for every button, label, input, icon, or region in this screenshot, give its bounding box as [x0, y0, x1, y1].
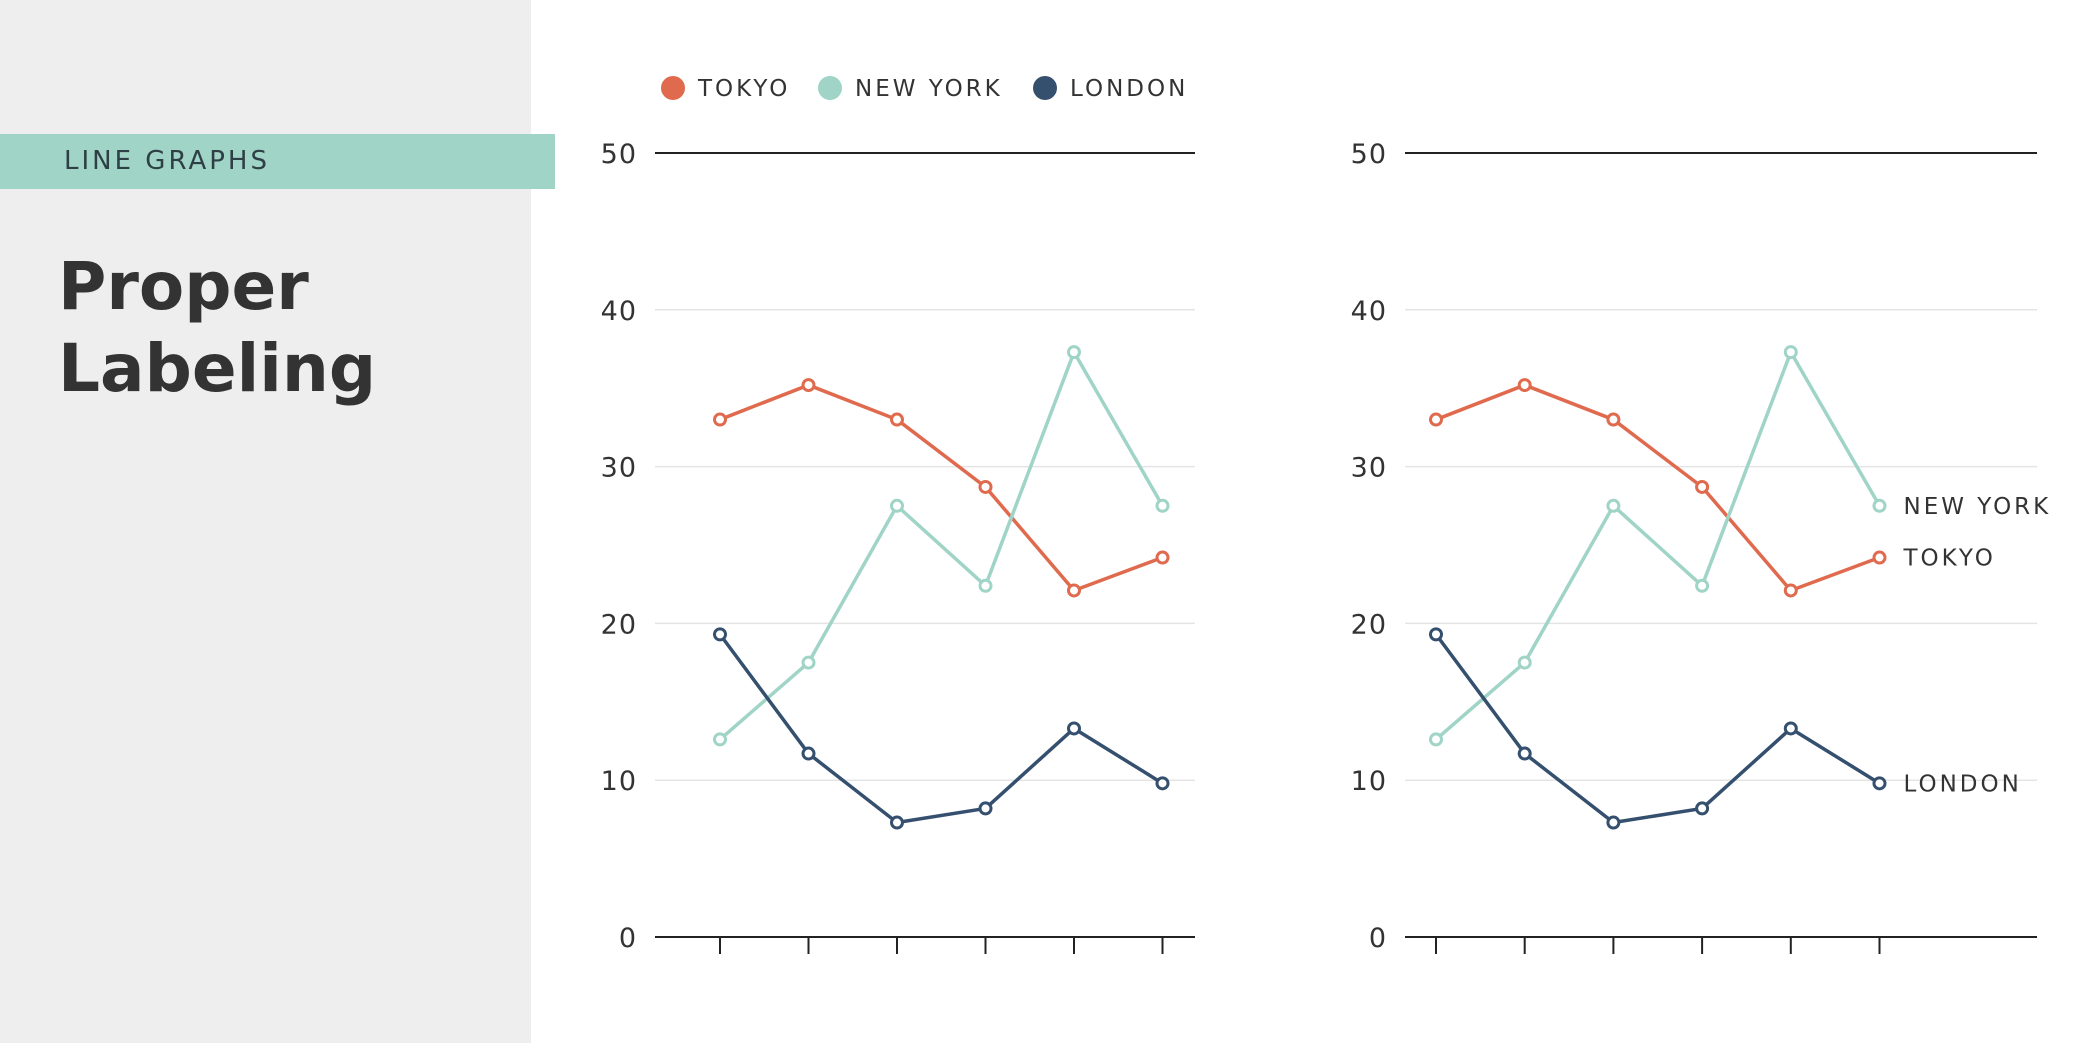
- y-tick-label: 50: [1351, 139, 1387, 170]
- point-london: [1517, 746, 1532, 761]
- point-london: [713, 627, 727, 642]
- point-london: [1606, 815, 1621, 830]
- legend-label-new-york: NEW YORK: [855, 76, 1003, 102]
- y-tick-label: 10: [601, 766, 637, 797]
- section-label: LINE GRAPHS: [64, 146, 270, 176]
- point-london: [1872, 776, 1887, 791]
- point-new-york: [1155, 498, 1170, 513]
- legend-swatch-tokyo: [661, 76, 685, 100]
- series-line-tokyo: [719, 383, 1164, 593]
- y-tick-label: 30: [601, 453, 637, 484]
- point-new-york: [978, 578, 993, 593]
- point-new-york: [1695, 578, 1710, 593]
- point-london: [1155, 776, 1170, 791]
- point-tokyo: [1517, 378, 1532, 393]
- chart-with-legend: 0 10 20 30 40 50 TOKYO NEW YORK LONDON: [601, 76, 1195, 954]
- y-tick-label: 20: [601, 609, 637, 640]
- point-tokyo: [713, 412, 727, 427]
- point-london: [1783, 721, 1798, 736]
- point-new-york: [713, 732, 727, 747]
- point-tokyo: [1695, 479, 1710, 494]
- point-new-york: [1067, 345, 1081, 360]
- point-new-york: [801, 655, 816, 670]
- chart-with-direct-labels: 0 10 20 30 40 50 NEW YORK TOKYO LONDON: [1351, 139, 2052, 954]
- legend-label-london: LONDON: [1070, 76, 1188, 102]
- y-tick-label: 0: [619, 923, 637, 954]
- series-line-new-york: [718, 350, 1165, 741]
- y-tick-label: 10: [1351, 766, 1387, 797]
- series-line-tokyo: [1435, 383, 1881, 593]
- point-tokyo: [890, 412, 904, 427]
- point-new-york: [1606, 498, 1621, 513]
- point-tokyo: [1783, 583, 1798, 598]
- point-london: [890, 815, 904, 830]
- series-line-london: [1434, 633, 1881, 825]
- legend-swatch-london: [1033, 76, 1057, 100]
- point-tokyo: [1155, 550, 1170, 565]
- direct-label-london: LONDON: [1904, 771, 2022, 797]
- point-london: [801, 746, 816, 761]
- point-tokyo: [1429, 412, 1443, 427]
- point-london: [1695, 801, 1710, 816]
- y-tick-label: 40: [601, 296, 637, 327]
- y-tick-label: 40: [1351, 296, 1387, 327]
- point-tokyo: [1067, 583, 1081, 598]
- series-line-london: [718, 633, 1164, 825]
- point-tokyo: [1872, 550, 1887, 565]
- point-new-york: [1517, 655, 1532, 670]
- point-new-york: [1872, 498, 1887, 513]
- y-tick-label: 20: [1351, 609, 1387, 640]
- page-title: Proper Labeling: [58, 248, 377, 407]
- y-tick-label: 30: [1351, 453, 1387, 484]
- point-london: [1067, 721, 1081, 736]
- legend-label-tokyo: TOKYO: [697, 76, 790, 102]
- y-tick-label: 50: [601, 139, 637, 170]
- point-new-york: [1783, 345, 1798, 360]
- direct-label-new-york: NEW YORK: [1904, 494, 2052, 520]
- series-line-new-york: [1434, 350, 1882, 741]
- legend-swatch-new-york: [818, 76, 842, 100]
- point-tokyo: [1606, 412, 1621, 427]
- point-tokyo: [978, 479, 993, 494]
- point-london: [1429, 627, 1443, 642]
- direct-label-tokyo: TOKYO: [1903, 546, 1996, 572]
- point-new-york: [890, 498, 904, 513]
- point-new-york: [1429, 732, 1443, 747]
- point-tokyo: [801, 378, 816, 393]
- y-tick-label: 0: [1369, 923, 1387, 954]
- point-london: [978, 801, 993, 816]
- section-banner: LINE GRAPHS: [0, 134, 555, 189]
